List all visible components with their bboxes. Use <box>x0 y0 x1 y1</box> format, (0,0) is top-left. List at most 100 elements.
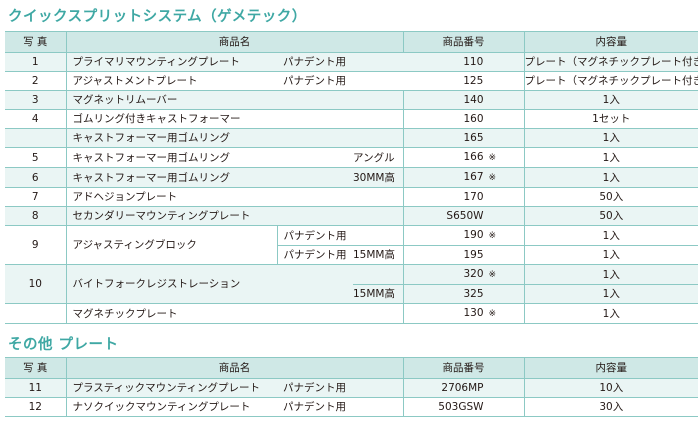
product-name: アジャスティングブロック <box>66 225 278 265</box>
product-name: キャストフォーマー用ゴムリング <box>66 128 404 148</box>
table-row: 5 キャストフォーマー用ゴムリング アングル 166 ※ 1入 <box>5 147 699 168</box>
quantity: 1入 <box>524 128 699 148</box>
table-row: 6 キャストフォーマー用ゴムリング 30MM高 167 ※ 1入 <box>5 167 699 188</box>
product-code: 160 <box>403 109 525 129</box>
product-code: 110 <box>403 52 525 72</box>
photo-number: 8 <box>5 206 67 226</box>
quantity: 10入 <box>524 378 699 398</box>
product-code: 190 ※ <box>403 225 525 246</box>
quantity: 1入 <box>524 303 699 324</box>
other-plates-table: 写 真 商品名 商品番号 内容量 11 プラスティックマウンティングプレート パ… <box>5 357 699 417</box>
code-value: 325 <box>463 288 484 300</box>
header-photo: 写 真 <box>5 31 67 53</box>
note-mark: ※ <box>488 173 497 183</box>
product-code: 2706MP <box>403 378 525 398</box>
code-value: 2706MP <box>441 382 484 394</box>
table-header-row: 写 真 商品名 商品番号 内容量 <box>5 357 699 379</box>
product-code: 125 <box>403 71 525 91</box>
product-code: 320 ※ <box>403 264 525 285</box>
table-row: 4 ゴムリング付きキャストフォーマー 160 1セット <box>5 109 699 129</box>
product-code: 165 <box>403 128 525 148</box>
quantity: 1入 <box>524 147 699 168</box>
code-value: 170 <box>463 191 484 203</box>
product-name: キャストフォーマー用ゴムリング <box>66 147 353 168</box>
product-code: 166 ※ <box>403 147 525 168</box>
product-name: マグネットリムーバー <box>66 90 404 110</box>
product-name: プラスティックマウンティングプレート <box>66 378 277 398</box>
header-product-name: 商品名 <box>66 31 404 53</box>
code-value: 110 <box>463 56 484 68</box>
product-note: パナデント用 <box>277 378 404 398</box>
product-name: キャストフォーマー用ゴムリング <box>66 167 353 188</box>
product-name: マグネチックプレート <box>66 303 404 324</box>
product-variant: 15MM高 <box>353 284 404 304</box>
product-variant <box>353 264 404 285</box>
header-product-code: 商品番号 <box>403 31 525 53</box>
product-code: 195 <box>403 245 525 265</box>
quantity: 1入 <box>524 90 699 110</box>
code-value: 140 <box>463 94 484 106</box>
quantity: プレート（マグネチックプレート付き）1入 <box>524 52 699 72</box>
note-mark: ※ <box>488 153 497 163</box>
product-note: パナデント用 <box>277 52 404 72</box>
code-value: 165 <box>463 132 484 144</box>
quantity: 50入 <box>524 206 699 226</box>
table-header-row: 写 真 商品名 商品番号 内容量 <box>5 31 699 53</box>
product-variant: 15MM高 <box>353 245 404 265</box>
table-row: キャストフォーマー用ゴムリング 165 1入 <box>5 128 699 148</box>
code-value: 130 <box>463 307 484 319</box>
header-quantity: 内容量 <box>524 357 699 379</box>
note-mark: ※ <box>488 270 497 280</box>
photo-number: 11 <box>5 378 67 398</box>
photo-number: 10 <box>5 264 67 304</box>
product-name: ナソクイックマウンティングプレート <box>66 397 277 417</box>
quantity: 50入 <box>524 187 699 207</box>
table-row: 2 アジャストメントプレート パナデント用 125 プレート（マグネチックプレー… <box>5 71 699 91</box>
header-product-code: 商品番号 <box>403 357 525 379</box>
note-mark: ※ <box>488 309 497 319</box>
product-variant: 30MM高 <box>353 167 404 188</box>
product-code: 325 <box>403 284 525 304</box>
table-row: 12 ナソクイックマウンティングプレート パナデント用 503GSW 30入 <box>5 397 699 417</box>
product-note: パナデント用 <box>277 245 353 265</box>
product-name: ゴムリング付きキャストフォーマー <box>66 109 404 129</box>
product-name: セカンダリーマウンティングプレート <box>66 206 404 226</box>
product-name: アドヘジョンプレート <box>66 187 404 207</box>
photo-number: 4 <box>5 109 67 129</box>
code-value: 320 <box>463 268 484 280</box>
product-name: バイトフォークレジストレーション <box>66 264 353 304</box>
table-row: 8 セカンダリーマウンティングプレート S650W 50入 <box>5 206 699 226</box>
photo-number: 7 <box>5 187 67 207</box>
header-quantity: 内容量 <box>524 31 699 53</box>
photo-number: 1 <box>5 52 67 72</box>
table-row: 11 プラスティックマウンティングプレート パナデント用 2706MP 10入 <box>5 378 699 398</box>
code-value: 190 <box>463 229 484 241</box>
header-photo: 写 真 <box>5 357 67 379</box>
table-row: マグネチックプレート 130 ※ 1入 <box>5 303 699 324</box>
table-row: パナデント用 15MM高 195 1入 <box>5 245 699 265</box>
product-code: 130 ※ <box>403 303 525 324</box>
quantity: 1入 <box>524 167 699 188</box>
table-row: 3 マグネットリムーバー 140 1入 <box>5 90 699 110</box>
note-mark: ※ <box>488 231 497 241</box>
quantity: 1入 <box>524 225 699 246</box>
photo-number: 12 <box>5 397 67 417</box>
code-value: S650W <box>446 210 484 222</box>
table-row: 1 プライマリマウンティングプレート パナデント用 110 プレート（マグネチッ… <box>5 52 699 72</box>
photo-number: 3 <box>5 90 67 110</box>
product-name: アジャストメントプレート <box>66 71 277 91</box>
product-variant <box>353 225 404 246</box>
table-row: 10 バイトフォークレジストレーション 320 ※ 1入 <box>5 264 699 304</box>
photo-number <box>5 128 67 148</box>
header-product-name: 商品名 <box>66 357 404 379</box>
code-value: 125 <box>463 75 484 87</box>
quantity: 1セット <box>524 109 699 129</box>
product-variant: アングル <box>353 147 404 168</box>
quantity: 1入 <box>524 245 699 265</box>
quantity: 1入 <box>524 284 699 304</box>
code-value: 160 <box>463 113 484 125</box>
table-row: 15MM高 325 1入 <box>5 284 699 304</box>
section-title-quick-split: クイックスプリットシステム（ゲメテック） <box>8 9 307 25</box>
photo-number: 5 <box>5 147 67 168</box>
photo-number: 6 <box>5 167 67 188</box>
